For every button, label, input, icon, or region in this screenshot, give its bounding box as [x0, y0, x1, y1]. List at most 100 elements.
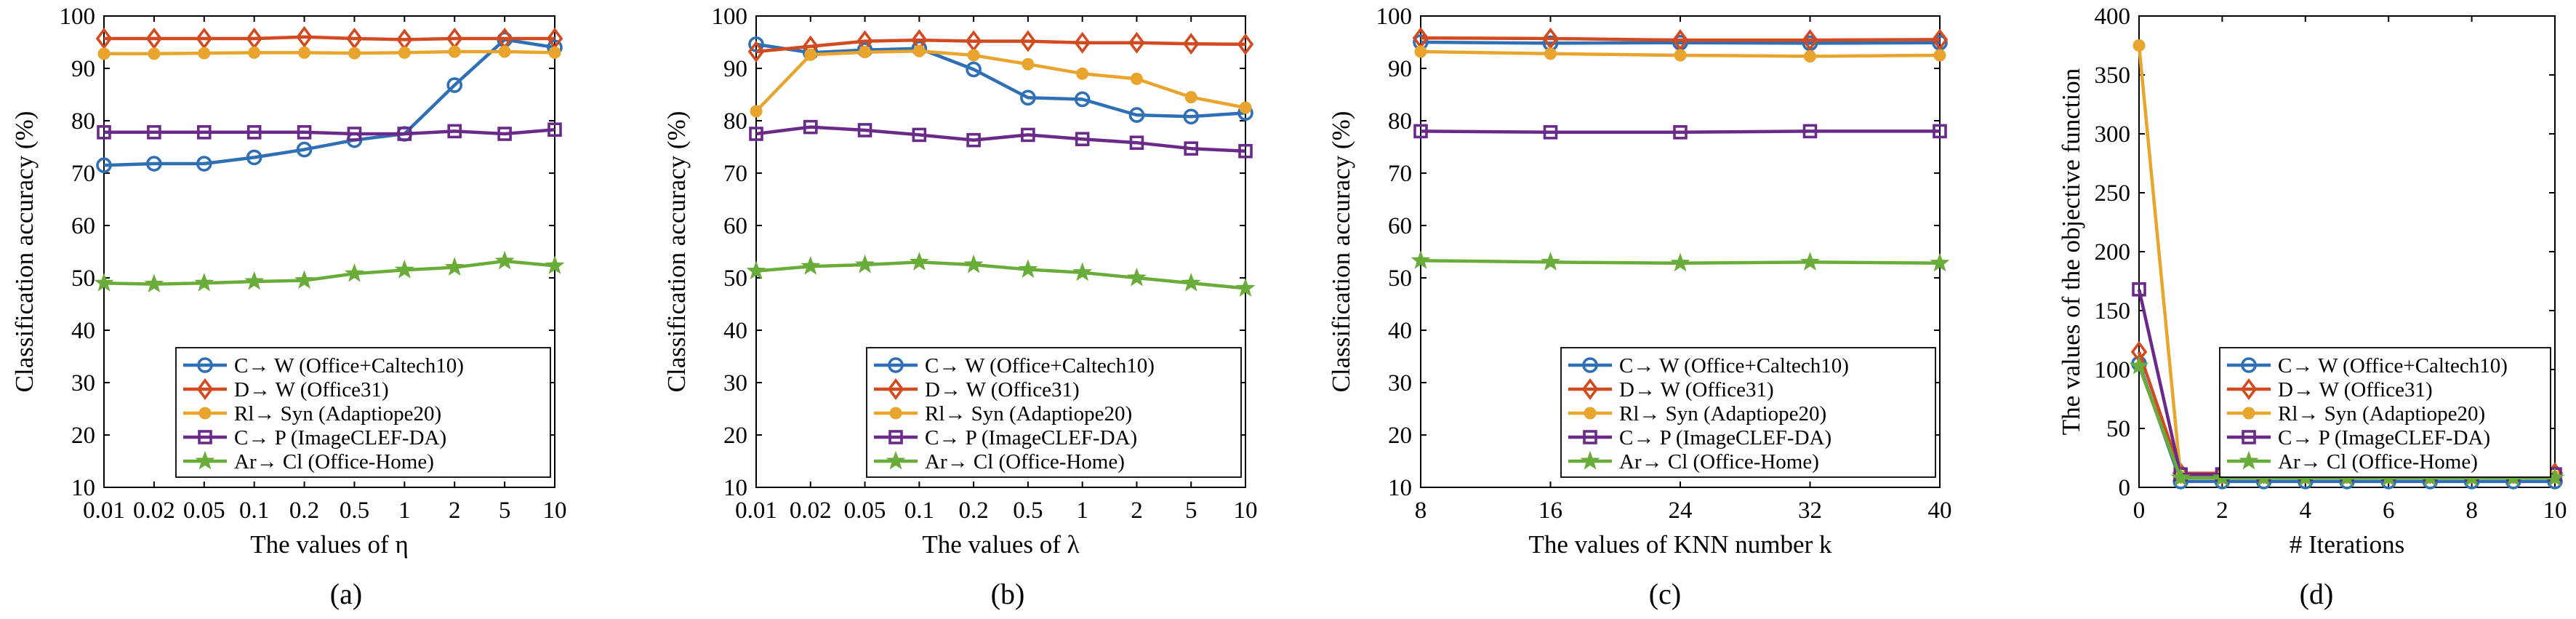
data-point — [1128, 107, 1145, 123]
data-point — [347, 127, 362, 141]
y-tick-label: 0 — [2119, 475, 2131, 501]
panel-caption: (a) — [330, 578, 362, 610]
data-point — [1670, 252, 1690, 272]
data-point — [1076, 67, 1089, 80]
panel-caption: (b) — [991, 578, 1025, 610]
data-point — [447, 124, 462, 139]
x-tick-label: 16 — [1538, 498, 1562, 524]
data-point — [498, 45, 511, 58]
data-point — [448, 45, 461, 58]
y-tick-label: 60 — [71, 213, 95, 239]
series-line — [755, 42, 1246, 119]
data-point — [1804, 49, 1816, 63]
legend-marker — [2242, 407, 2255, 420]
x-tick-label: 5 — [499, 498, 511, 524]
x-tick-label: 32 — [1798, 498, 1822, 524]
x-tick-label: 4 — [2300, 498, 2312, 524]
data-point — [246, 125, 262, 140]
y-tick-label: 400 — [2095, 4, 2131, 30]
y-tick-label: 30 — [723, 370, 747, 396]
chart-panel-a: 10 20 30 40 50 60 70 80 90 100 0.01 0.02 0.05 0.1 0.2 0… — [10, 4, 567, 610]
data-point — [1183, 108, 1200, 125]
x-tick-label: 0.2 — [958, 498, 988, 524]
data-point — [1235, 278, 1256, 297]
x-tick-label: 5 — [1185, 498, 1197, 524]
data-point — [547, 122, 562, 137]
legend-marker — [1580, 450, 1600, 470]
legend-label: C→ W (Office+Caltech10) — [2278, 354, 2508, 378]
legend-label: Rl→ Syn (Adaptiope20) — [234, 402, 441, 426]
series-square — [97, 122, 562, 141]
data-point — [912, 44, 926, 57]
data-point — [967, 49, 980, 62]
x-tick-label: 0.5 — [340, 498, 369, 524]
data-point — [1411, 249, 1431, 269]
data-point — [397, 127, 412, 141]
data-point — [1072, 262, 1093, 281]
data-point — [497, 127, 512, 141]
data-point — [1182, 33, 1200, 55]
series-square — [749, 119, 1253, 159]
y-tick-label: 80 — [723, 108, 747, 135]
data-point — [1018, 259, 1038, 278]
series-square — [1413, 124, 1947, 140]
data-point — [912, 127, 927, 143]
series-dot — [750, 44, 1252, 118]
x-tick-label: 8 — [1415, 498, 1427, 524]
x-axis-label: # Iterations — [2290, 530, 2404, 559]
series-diamond — [1412, 27, 1949, 52]
data-point — [147, 125, 161, 140]
data-point — [1129, 135, 1144, 151]
data-point — [1672, 29, 1689, 52]
data-point — [963, 254, 984, 273]
data-point — [801, 256, 821, 275]
data-point — [1673, 125, 1688, 140]
legend: C→ W (Office+Caltech10)D→ W (Office31)Rl… — [1560, 347, 1936, 478]
legend-label: C→ P (ImageCLEF-DA) — [2278, 426, 2490, 450]
legend-marker — [196, 378, 214, 400]
data-point — [1414, 45, 1427, 58]
data-point — [1126, 267, 1147, 287]
x-tick-label: 0.1 — [239, 498, 269, 524]
legend-label: D→ W (Office31) — [1619, 378, 1774, 402]
x-axis-label: The values of η — [250, 530, 409, 559]
x-tick-label: 24 — [1669, 498, 1693, 524]
x-tick-label: 10 — [2543, 498, 2567, 524]
legend-marker — [889, 407, 902, 420]
series-circle — [748, 36, 1253, 125]
data-point — [1933, 49, 1946, 62]
series-line — [755, 125, 1246, 153]
x-tick-label: 0.01 — [83, 498, 125, 524]
y-tick-label: 30 — [1388, 370, 1412, 396]
y-tick-label: 40 — [71, 318, 95, 344]
legend-marker — [888, 430, 903, 444]
data-point — [144, 273, 164, 293]
legend-label: C→ W (Office+Caltech10) — [925, 354, 1155, 378]
data-point — [244, 271, 265, 290]
legend-label: Ar→ Cl (Office-Home) — [1619, 450, 1819, 474]
y-tick-label: 100 — [1376, 4, 1413, 30]
y-tick-label: 10 — [1388, 475, 1412, 501]
y-tick-label: 20 — [1388, 423, 1412, 449]
x-tick-label: 0.05 — [844, 498, 886, 524]
x-tick-label: 2 — [449, 498, 461, 524]
data-point — [246, 149, 262, 166]
series-dot — [1414, 45, 1946, 63]
x-axis-label: The values of KNN number k — [1529, 530, 1832, 559]
data-point — [1674, 49, 1687, 62]
data-point — [148, 47, 161, 60]
data-point — [1130, 72, 1143, 85]
series-star — [1411, 249, 1950, 272]
data-point — [2170, 467, 2191, 487]
data-point — [298, 46, 311, 59]
x-tick-label: 1 — [398, 498, 411, 524]
x-tick-label: 0 — [2133, 498, 2146, 524]
legend-label: Rl→ Syn (Adaptiope20) — [2278, 402, 2485, 426]
data-point — [145, 27, 163, 49]
data-point — [2132, 39, 2146, 52]
data-point — [804, 48, 817, 61]
legend-label: D→ W (Office31) — [925, 378, 1080, 402]
series-line — [1420, 36, 1941, 42]
legend-marker — [1582, 357, 1598, 373]
y-axis-label: Classification accuracy (%) — [10, 111, 39, 393]
